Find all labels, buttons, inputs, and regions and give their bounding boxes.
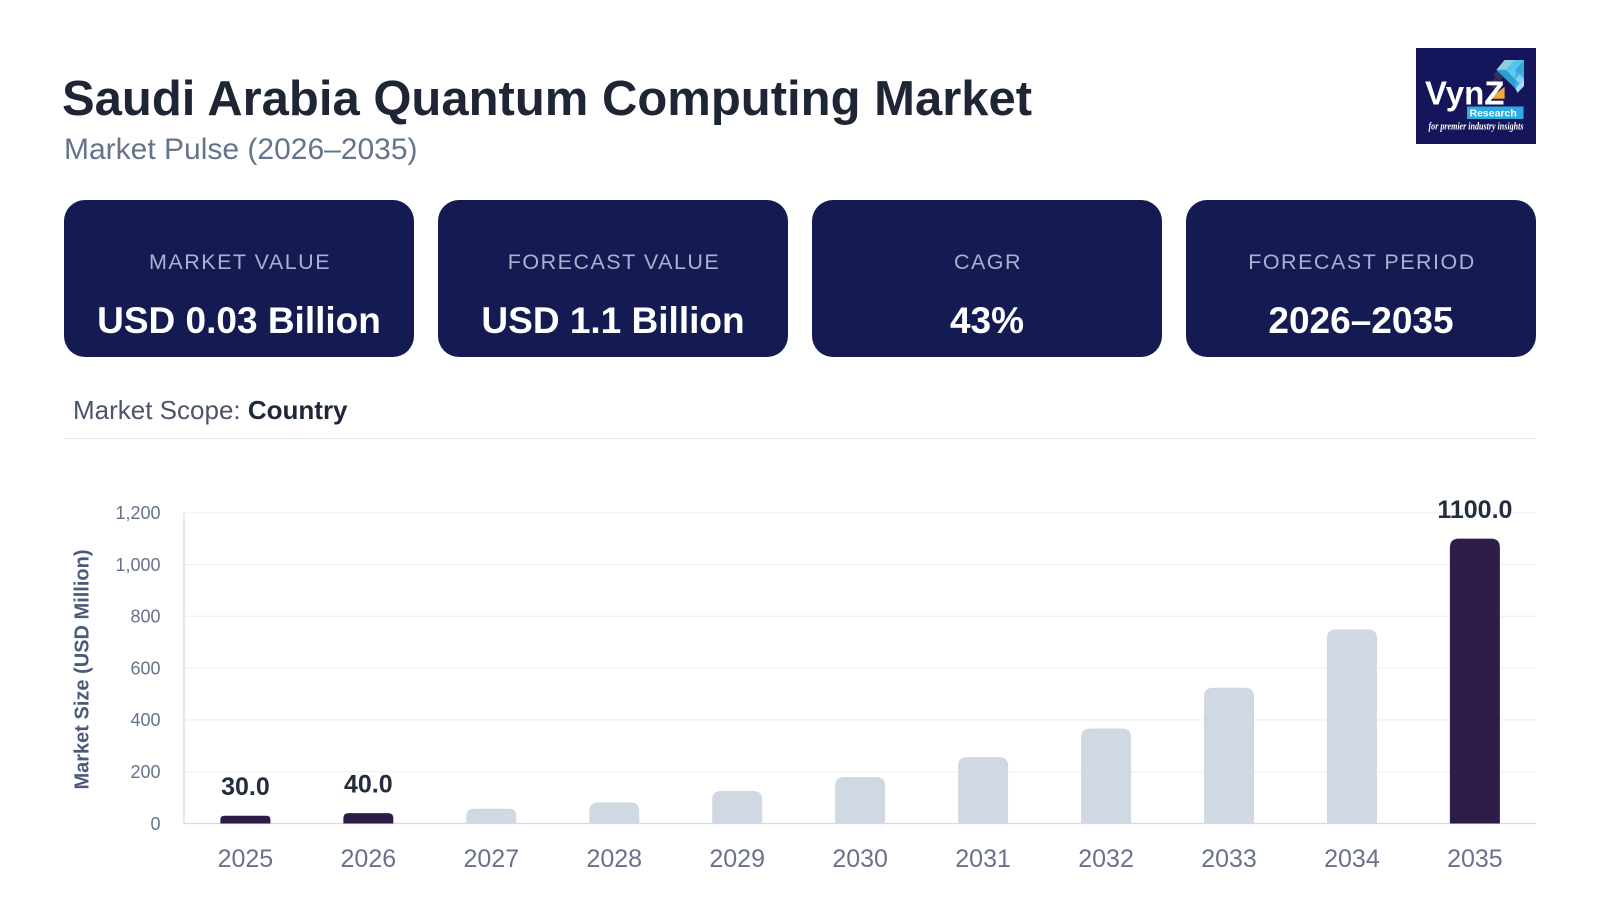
svg-text:1100.0: 1100.0 bbox=[1437, 496, 1512, 524]
svg-text:2035: 2035 bbox=[1447, 845, 1503, 873]
svg-text:2031: 2031 bbox=[955, 845, 1011, 873]
svg-text:2030: 2030 bbox=[832, 845, 888, 873]
svg-text:VynZ: VynZ bbox=[1425, 75, 1504, 112]
svg-text:for premier industry insights: for premier industry insights bbox=[1429, 122, 1524, 133]
svg-text:1,000: 1,000 bbox=[115, 555, 160, 575]
svg-text:1,200: 1,200 bbox=[115, 503, 160, 523]
svg-text:2029: 2029 bbox=[709, 845, 765, 873]
svg-text:2032: 2032 bbox=[1078, 845, 1134, 873]
svg-text:Research: Research bbox=[1470, 108, 1517, 120]
svg-text:600: 600 bbox=[130, 658, 160, 678]
svg-text:0: 0 bbox=[150, 814, 160, 834]
svg-text:2027: 2027 bbox=[463, 845, 519, 873]
svg-text:Market Size (USD Million): Market Size (USD Million) bbox=[72, 549, 94, 789]
svg-text:2026: 2026 bbox=[341, 845, 397, 873]
svg-text:2025: 2025 bbox=[218, 845, 274, 873]
svg-text:2034: 2034 bbox=[1324, 845, 1380, 873]
svg-text:30.0: 30.0 bbox=[221, 773, 270, 801]
svg-text:2033: 2033 bbox=[1201, 845, 1257, 873]
svg-text:40.0: 40.0 bbox=[344, 771, 393, 799]
svg-text:2028: 2028 bbox=[586, 845, 642, 873]
svg-text:200: 200 bbox=[130, 762, 160, 782]
svg-text:800: 800 bbox=[130, 607, 160, 627]
svg-text:400: 400 bbox=[130, 710, 160, 730]
